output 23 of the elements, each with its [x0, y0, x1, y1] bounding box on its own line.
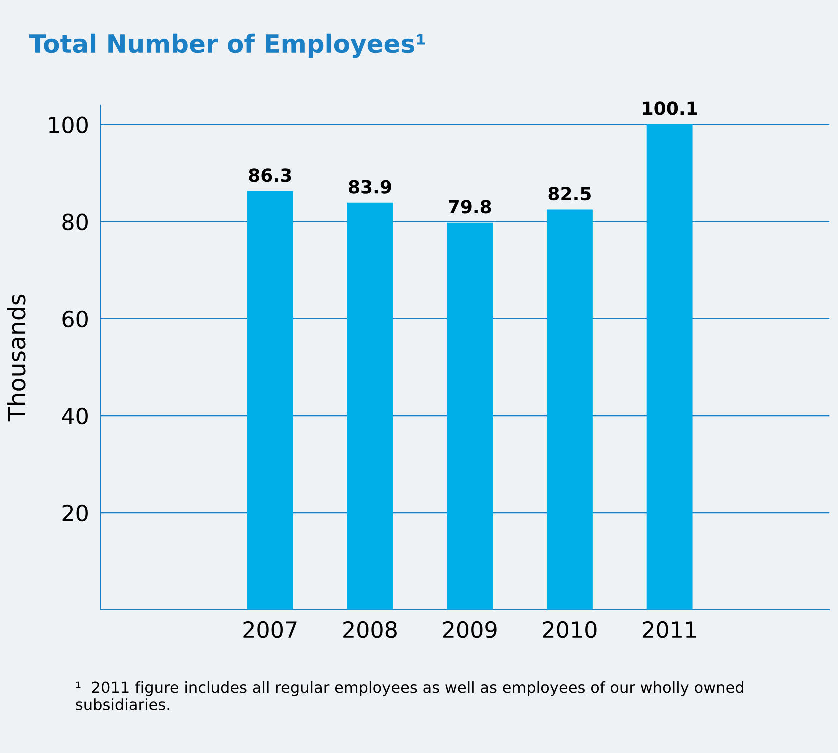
bar [247, 191, 294, 610]
chart-title: Total Number of Employees¹ [29, 34, 426, 58]
data-label: 86.3 [249, 168, 292, 182]
data-label: 100.1 [643, 102, 698, 116]
x-tick-label: 2008 [344, 621, 397, 638]
data-label: 79.8 [449, 200, 492, 214]
data-label: 83.9 [349, 180, 392, 194]
x-tick-label: 2009 [443, 621, 497, 638]
y-tick-label: 20 [62, 504, 88, 522]
data-label: 82.5 [548, 187, 591, 201]
text: ¹ 2011 figure includes all regular employees as well as employees of our wholly owned subsidiaries. [76, 681, 744, 710]
y-tick-label: 80 [62, 214, 88, 231]
bar [347, 202, 394, 610]
y-tick-label: 60 [62, 310, 88, 328]
y-tick-label: 40 [62, 408, 88, 425]
x-tick-label: 2011 [643, 621, 696, 638]
y-axis-title: Thousands [8, 294, 26, 422]
y-tick-label: 100 [49, 116, 88, 134]
bar [646, 124, 693, 610]
x-tick-label: 2007 [244, 621, 297, 638]
bar [447, 222, 494, 610]
bar [546, 210, 593, 610]
x-tick-label: 2010 [543, 621, 597, 638]
